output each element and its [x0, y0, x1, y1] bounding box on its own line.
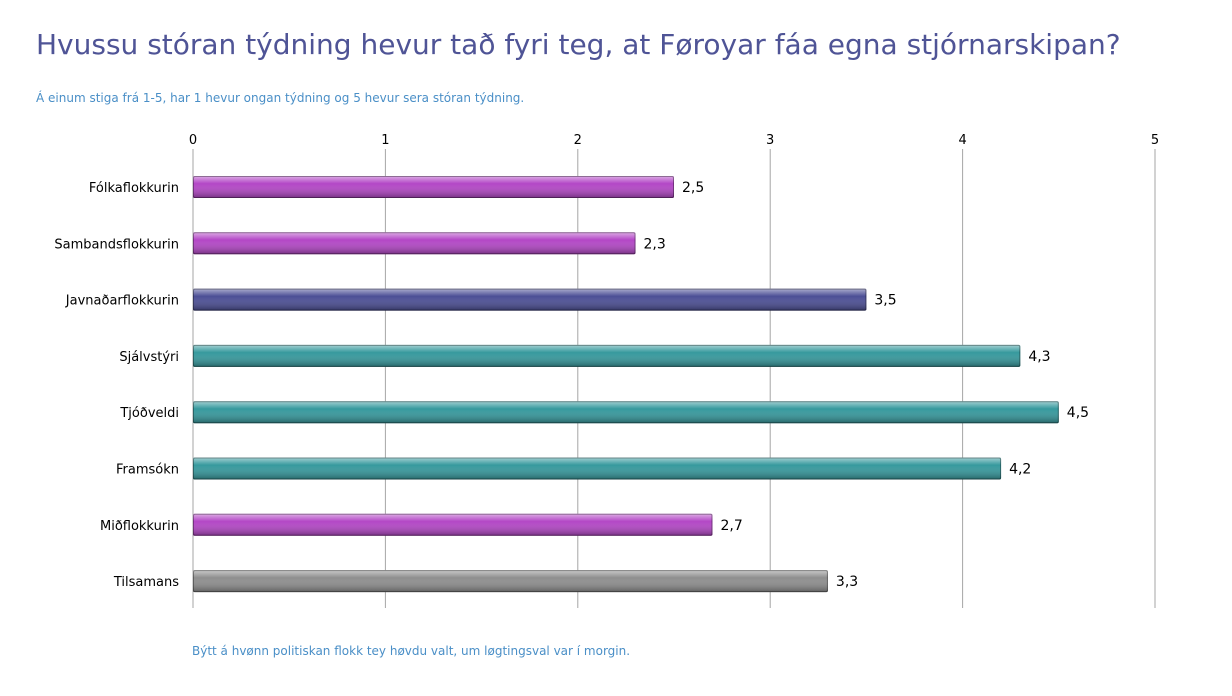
- category-label: Tilsamans: [113, 575, 179, 590]
- bar: [193, 513, 713, 536]
- data-label: 4,2: [1009, 462, 1031, 478]
- x-tick-label: 0: [189, 133, 197, 148]
- chart-subtitle: Á einum stiga frá 1-5, har 1 hevur ongan…: [36, 91, 525, 105]
- x-tick-label: 5: [1151, 133, 1159, 148]
- data-label: 2,7: [720, 518, 742, 534]
- bar: [193, 570, 828, 593]
- bar: [193, 232, 636, 255]
- data-label: 3,3: [836, 574, 858, 590]
- grid-lines: [192, 149, 1156, 608]
- data-label: 4,3: [1028, 349, 1050, 365]
- category-label: Miðflokkurin: [100, 519, 179, 534]
- category-label: Framsókn: [116, 463, 179, 478]
- x-tick-label: 4: [958, 133, 966, 148]
- data-label: 2,3: [644, 236, 666, 252]
- data-label: 2,5: [682, 180, 704, 196]
- bar: [193, 344, 1021, 367]
- bar: [193, 457, 1002, 480]
- category-labels: Fólkaflokkurin Sambandsflokkurin Javnaðarf…: [54, 181, 179, 590]
- bar: [193, 176, 674, 198]
- category-label: Sambandsflokkurin: [54, 237, 179, 252]
- category-label: Tjóðveldi: [119, 406, 179, 421]
- data-label: 3,5: [874, 293, 896, 309]
- x-tick-label: 2: [574, 133, 582, 148]
- category-label: Sjálvstýri: [119, 350, 179, 365]
- data-label: 4,5: [1067, 405, 1089, 421]
- bar: [193, 401, 1059, 424]
- bar: [193, 288, 867, 311]
- x-axis-ticks: 0 1 2 3 4 5: [189, 133, 1159, 148]
- chart-title: Hvussu stóran týdning hevur tað fyri teg…: [36, 28, 1121, 61]
- category-label: Fólkaflokkurin: [89, 181, 179, 196]
- category-label: Javnaðarflokkurin: [65, 294, 179, 309]
- x-tick-label: 3: [766, 133, 774, 148]
- value-labels: 2,5 2,3 3,5 4,3 4,5 4,2 2,7 3,3: [644, 180, 1090, 590]
- bars: [193, 176, 1059, 593]
- chart-footnote: Býtt á hvønn politiskan flokk tey høvdu …: [192, 644, 631, 658]
- x-tick-label: 1: [381, 133, 389, 148]
